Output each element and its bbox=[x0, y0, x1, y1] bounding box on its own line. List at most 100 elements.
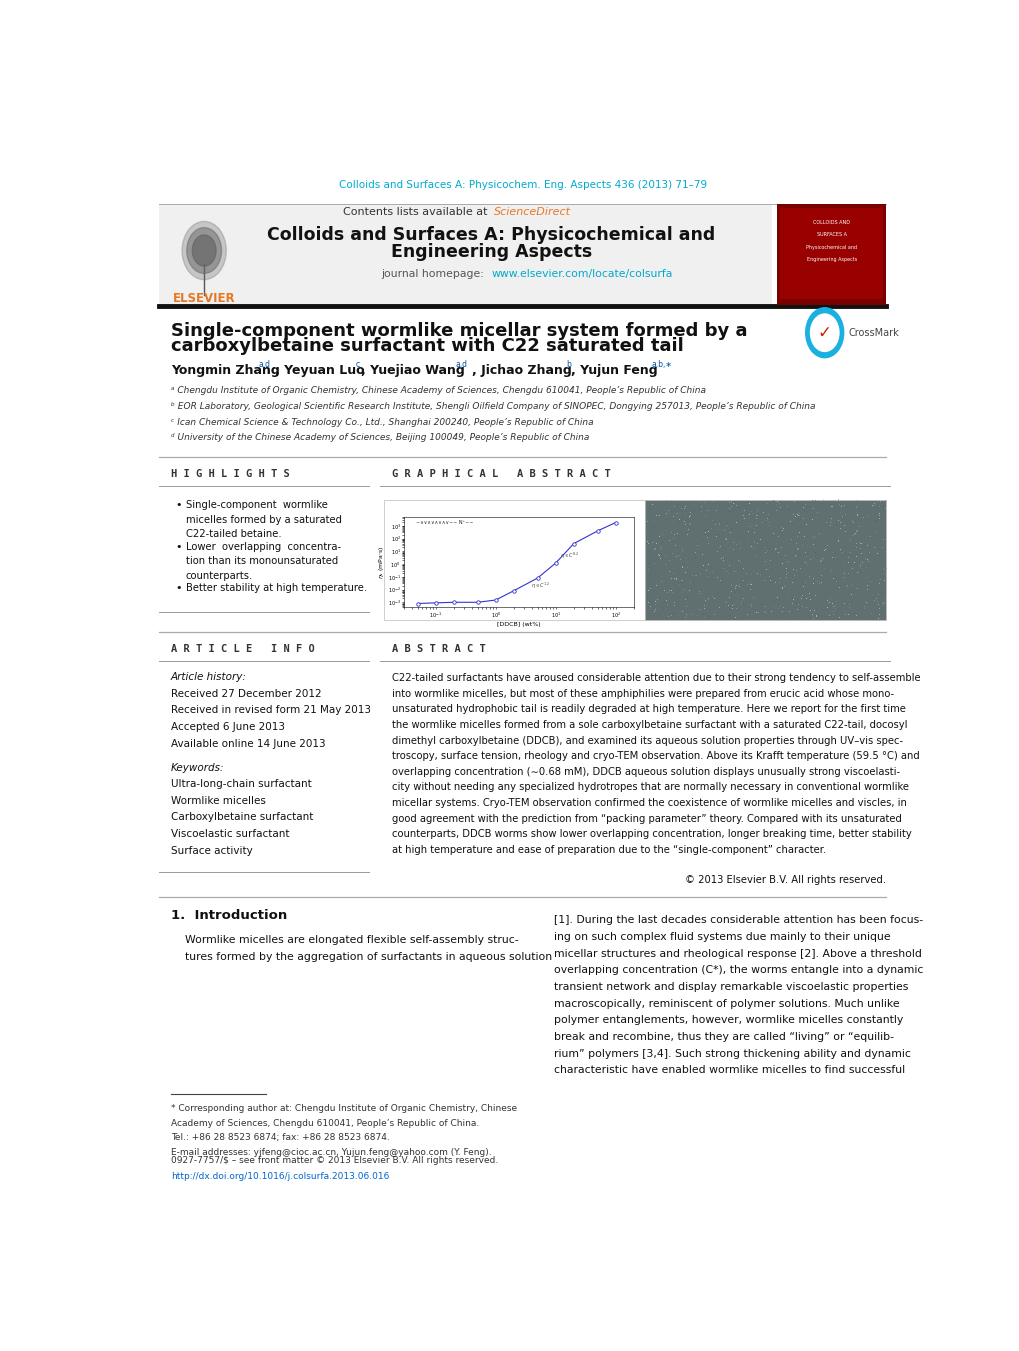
Text: , Yujun Feng: , Yujun Feng bbox=[571, 363, 657, 377]
Text: Contents lists available at: Contents lists available at bbox=[342, 207, 491, 218]
FancyBboxPatch shape bbox=[645, 500, 886, 620]
Text: Colloids and Surfaces A: Physicochemical and: Colloids and Surfaces A: Physicochemical… bbox=[267, 226, 714, 245]
Text: •: • bbox=[175, 584, 181, 593]
Text: Wormlike micelles: Wormlike micelles bbox=[171, 796, 266, 805]
Text: Tel.: +86 28 8523 6874; fax: +86 28 8523 6874.: Tel.: +86 28 8523 6874; fax: +86 28 8523… bbox=[171, 1133, 389, 1143]
Text: tures formed by the aggregation of surfactants in aqueous solution: tures formed by the aggregation of surfa… bbox=[185, 952, 552, 962]
Text: ᵃ Chengdu Institute of Organic Chemistry, Chinese Academy of Sciences, Chengdu 6: ᵃ Chengdu Institute of Organic Chemistry… bbox=[171, 386, 705, 396]
Text: unsaturated hydrophobic tail is readily degraded at high temperature. Here we re: unsaturated hydrophobic tail is readily … bbox=[392, 704, 905, 715]
Text: COLLOIDS AND: COLLOIDS AND bbox=[812, 220, 850, 226]
Text: micellar systems. Cryo-TEM observation confirmed the coexistence of wormlike mic: micellar systems. Cryo-TEM observation c… bbox=[392, 798, 906, 808]
Text: journal homepage:: journal homepage: bbox=[381, 269, 491, 280]
Text: polymer entanglements, however, wormlike micelles constantly: polymer entanglements, however, wormlike… bbox=[554, 1016, 903, 1025]
Text: Physicochemical and: Physicochemical and bbox=[805, 245, 857, 250]
Text: Yongmin Zhang: Yongmin Zhang bbox=[171, 363, 279, 377]
Circle shape bbox=[810, 313, 839, 351]
Text: overlapping concentration (∼0.68 mM), DDCB aqueous solution displays unusually s: overlapping concentration (∼0.68 mM), DD… bbox=[392, 767, 900, 777]
Text: micellar structures and rheological response [2]. Above a threshold: micellar structures and rheological resp… bbox=[554, 948, 921, 959]
Text: http://dx.doi.org/10.1016/j.colsurfa.2013.06.016: http://dx.doi.org/10.1016/j.colsurfa.201… bbox=[171, 1171, 389, 1181]
Circle shape bbox=[805, 308, 843, 358]
FancyBboxPatch shape bbox=[384, 500, 645, 620]
Text: dimethyl carboxylbetaine (DDCB), and examined its aqueous solution properties th: dimethyl carboxylbetaine (DDCB), and exa… bbox=[392, 735, 903, 746]
Text: ᵇ EOR Laboratory, Geological Scientific Research Institute, Shengli Oilfield Com: ᵇ EOR Laboratory, Geological Scientific … bbox=[171, 403, 814, 411]
Text: * Corresponding author at: Chengdu Institute of Organic Chemistry, Chinese: * Corresponding author at: Chengdu Insti… bbox=[171, 1104, 517, 1113]
Text: H I G H L I G H T S: H I G H L I G H T S bbox=[171, 469, 289, 480]
Text: ELSEVIER: ELSEVIER bbox=[172, 292, 235, 305]
FancyBboxPatch shape bbox=[776, 204, 886, 304]
Circle shape bbox=[193, 235, 216, 266]
Text: Keywords:: Keywords: bbox=[171, 762, 224, 773]
Text: , Yuejiao Wang: , Yuejiao Wang bbox=[361, 363, 465, 377]
Text: 1.  Introduction: 1. Introduction bbox=[171, 909, 287, 921]
Text: © 2013 Elsevier B.V. All rights reserved.: © 2013 Elsevier B.V. All rights reserved… bbox=[685, 875, 886, 885]
Text: a,d: a,d bbox=[454, 361, 467, 369]
Text: overlapping concentration (C*), the worms entangle into a dynamic: overlapping concentration (C*), the worm… bbox=[554, 966, 923, 975]
Circle shape bbox=[181, 222, 226, 280]
Text: good agreement with the prediction from “packing parameter” theory. Compared wit: good agreement with the prediction from … bbox=[392, 813, 902, 824]
Text: $\eta\propto C^{8.2}$: $\eta\propto C^{8.2}$ bbox=[559, 550, 579, 561]
Text: a,b,∗: a,b,∗ bbox=[651, 361, 673, 369]
Text: CrossMark: CrossMark bbox=[848, 328, 899, 338]
Text: macroscopically, reminiscent of polymer solutions. Much unlike: macroscopically, reminiscent of polymer … bbox=[554, 998, 899, 1009]
Text: a,d: a,d bbox=[258, 361, 270, 369]
Text: Single-component wormlike micellar system formed by a: Single-component wormlike micellar syste… bbox=[171, 322, 747, 339]
Text: Better stability at high temperature.: Better stability at high temperature. bbox=[185, 584, 367, 593]
Text: Single-component  wormlike: Single-component wormlike bbox=[185, 500, 327, 511]
Text: SURFACES A: SURFACES A bbox=[816, 232, 846, 238]
Text: Academy of Sciences, Chengdu 610041, People’s Republic of China.: Academy of Sciences, Chengdu 610041, Peo… bbox=[171, 1119, 479, 1128]
Text: Received in revised form 21 May 2013: Received in revised form 21 May 2013 bbox=[171, 705, 371, 715]
Text: b: b bbox=[566, 361, 571, 369]
Text: , Yeyuan Luo: , Yeyuan Luo bbox=[275, 363, 364, 377]
Text: troscopy, surface tension, rheology and cryo-TEM observation. Above its Krafft t: troscopy, surface tension, rheology and … bbox=[392, 751, 919, 761]
Text: Engineering Aspects: Engineering Aspects bbox=[806, 258, 856, 262]
Text: E-mail addresses: yjfeng@cioc.ac.cn, Yujun.feng@yahoo.com (Y. Feng).: E-mail addresses: yjfeng@cioc.ac.cn, Yuj… bbox=[171, 1148, 491, 1156]
Text: Received 27 December 2012: Received 27 December 2012 bbox=[171, 689, 321, 698]
Text: ᵈ University of the Chinese Academy of Sciences, Beijing 100049, People’s Republ: ᵈ University of the Chinese Academy of S… bbox=[171, 434, 589, 442]
Text: break and recombine, thus they are called “living” or “equilib-: break and recombine, thus they are calle… bbox=[554, 1032, 894, 1042]
Text: characteristic have enabled wormlike micelles to find successful: characteristic have enabled wormlike mic… bbox=[554, 1066, 905, 1075]
Text: www.elsevier.com/locate/colsurfa: www.elsevier.com/locate/colsurfa bbox=[491, 269, 672, 280]
Text: Engineering Aspects: Engineering Aspects bbox=[390, 243, 591, 261]
Text: into wormlike micelles, but most of these amphiphilies were prepared from erucic: into wormlike micelles, but most of thes… bbox=[392, 689, 894, 698]
Text: A R T I C L E   I N F O: A R T I C L E I N F O bbox=[171, 644, 315, 654]
Text: [1]. During the last decades considerable attention has been focus-: [1]. During the last decades considerabl… bbox=[554, 916, 922, 925]
Text: •: • bbox=[175, 500, 181, 511]
Text: Available online 14 June 2013: Available online 14 June 2013 bbox=[171, 739, 325, 748]
Text: Article history:: Article history: bbox=[171, 671, 247, 682]
X-axis label: [DDCB] (wt%): [DDCB] (wt%) bbox=[496, 621, 540, 627]
Circle shape bbox=[186, 228, 221, 273]
Text: Colloids and Surfaces A: Physicochem. Eng. Aspects 436 (2013) 71–79: Colloids and Surfaces A: Physicochem. En… bbox=[338, 180, 706, 190]
Text: Viscoelastic surfactant: Viscoelastic surfactant bbox=[171, 830, 289, 839]
Text: Lower  overlapping  concentra-: Lower overlapping concentra- bbox=[185, 542, 340, 551]
Text: •: • bbox=[175, 542, 181, 551]
Text: ScienceDirect: ScienceDirect bbox=[493, 207, 570, 218]
Text: Wormlike micelles are elongated flexible self-assembly struc-: Wormlike micelles are elongated flexible… bbox=[185, 935, 519, 946]
Text: at high temperature and ease of preparation due to the “single-component” charac: at high temperature and ease of preparat… bbox=[392, 844, 825, 855]
Text: rium” polymers [3,4]. Such strong thickening ability and dynamic: rium” polymers [3,4]. Such strong thicke… bbox=[554, 1048, 910, 1059]
Text: ✓: ✓ bbox=[817, 324, 830, 342]
Text: ᶜ Ican Chemical Science & Technology Co., Ltd., Shanghai 200240, People’s Republ: ᶜ Ican Chemical Science & Technology Co.… bbox=[171, 417, 593, 427]
Text: counterparts.: counterparts. bbox=[185, 571, 253, 581]
Text: tion than its monounsaturated: tion than its monounsaturated bbox=[185, 557, 338, 566]
Text: Ultra-long-chain surfactant: Ultra-long-chain surfactant bbox=[171, 780, 312, 789]
Text: , Jichao Zhang: , Jichao Zhang bbox=[472, 363, 571, 377]
Text: ~∧∨∧∨∧∨∧∨~~ N⁺~~: ~∧∨∧∨∧∨∧∨~~ N⁺~~ bbox=[416, 520, 473, 524]
Text: Accepted 6 June 2013: Accepted 6 June 2013 bbox=[171, 721, 284, 732]
Text: A B S T R A C T: A B S T R A C T bbox=[392, 644, 486, 654]
FancyBboxPatch shape bbox=[159, 204, 771, 304]
Text: 0927-7757/$ – see front matter © 2013 Elsevier B.V. All rights reserved.: 0927-7757/$ – see front matter © 2013 El… bbox=[171, 1156, 497, 1166]
Text: transient network and display remarkable viscoelastic properties: transient network and display remarkable… bbox=[554, 982, 908, 992]
Y-axis label: $\eta_s$ (mPa$\cdot$s): $\eta_s$ (mPa$\cdot$s) bbox=[377, 546, 386, 578]
Text: Carboxylbetaine surfactant: Carboxylbetaine surfactant bbox=[171, 812, 313, 823]
Text: $\eta\propto C^{1.2}$: $\eta\propto C^{1.2}$ bbox=[530, 581, 549, 590]
Text: Surface activity: Surface activity bbox=[171, 846, 253, 855]
FancyBboxPatch shape bbox=[780, 208, 882, 300]
Text: G R A P H I C A L   A B S T R A C T: G R A P H I C A L A B S T R A C T bbox=[392, 469, 610, 480]
Text: city without needing any specialized hydrotropes that are normally necessary in : city without needing any specialized hyd… bbox=[392, 782, 908, 792]
Text: counterparts, DDCB worms show lower overlapping concentration, longer breaking t: counterparts, DDCB worms show lower over… bbox=[392, 830, 911, 839]
Text: micelles formed by a saturated: micelles formed by a saturated bbox=[185, 515, 341, 524]
Text: C22-tailed surfactants have aroused considerable attention due to their strong t: C22-tailed surfactants have aroused cons… bbox=[392, 673, 920, 684]
Text: c: c bbox=[356, 361, 360, 369]
Text: carboxylbetaine surfactant with C22 saturated tail: carboxylbetaine surfactant with C22 satu… bbox=[171, 338, 683, 355]
Text: C22-tailed betaine.: C22-tailed betaine. bbox=[185, 530, 281, 539]
